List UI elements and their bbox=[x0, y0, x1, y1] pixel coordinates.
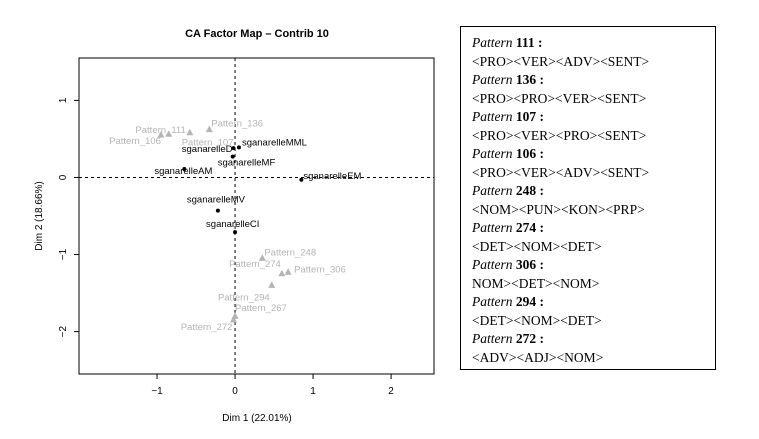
x-axis: −1 0 1 2 bbox=[151, 373, 394, 397]
author-marker bbox=[230, 154, 235, 159]
y-tick-label: −1 bbox=[58, 248, 69, 260]
legend-pattern-number: 272 : bbox=[512, 331, 544, 346]
legend-pattern-heading: Pattern 274 : bbox=[472, 219, 715, 238]
ca-factor-map: CA Factor Map – Contrib 10 −1 0 1 2 −2−101 … bbox=[34, 28, 435, 424]
legend-pattern-sequence: <NOM><PUN><KON><PRP> bbox=[472, 201, 645, 217]
legend-pattern-sequence: <PRO><VER><ADV><SENT> bbox=[472, 164, 650, 180]
pattern-marker bbox=[258, 254, 266, 261]
legend-pattern-number: 274 : bbox=[512, 220, 544, 235]
legend-pattern-word: Pattern bbox=[472, 183, 513, 198]
pattern-marker bbox=[186, 128, 194, 136]
legend-pattern-sequence: <DET><NOM><DET> bbox=[472, 312, 602, 328]
x-tick-label: 1 bbox=[310, 386, 316, 397]
y-axis: −2 −1 0 1 bbox=[58, 97, 80, 337]
author-label: sganarelleAM bbox=[154, 166, 212, 177]
legend-pattern-number: 106 : bbox=[512, 146, 544, 161]
legend-pattern-word: Pattern bbox=[472, 257, 513, 272]
legend-pattern-heading: Pattern 136 : bbox=[472, 71, 715, 90]
legend-pattern-heading: Pattern 272 : bbox=[472, 330, 715, 349]
pattern-label: Pattern_306 bbox=[294, 264, 346, 275]
legend-pattern-sequence: <PRO><VER><ADV><SENT> bbox=[472, 53, 650, 69]
pattern-label: Pattern_294 bbox=[218, 292, 270, 303]
pattern-marker bbox=[268, 281, 276, 288]
legend-pattern-number: 111 : bbox=[512, 35, 543, 50]
legend-pattern-sequence: <PRO><PRO><VER><SENT> bbox=[472, 90, 647, 106]
legend-pattern-number: 107 : bbox=[512, 109, 544, 124]
author-marker bbox=[236, 145, 241, 150]
legend-pattern-word: Pattern bbox=[472, 331, 513, 346]
legend-pattern-heading: Pattern 107 : bbox=[472, 108, 715, 127]
x-tick-label: −1 bbox=[151, 386, 163, 397]
pattern-label: Pattern_274 bbox=[229, 259, 281, 270]
pattern-label: Pattern_248 bbox=[264, 247, 316, 258]
pattern-label: Pattern_136 bbox=[211, 119, 263, 130]
legend-pattern-heading: Pattern 294 : bbox=[472, 293, 715, 312]
pattern-label: Pattern_272 bbox=[181, 322, 233, 333]
reference-lines bbox=[79, 58, 434, 374]
legend-pattern-sequence: <PRO><VER><PRO><SENT> bbox=[472, 127, 647, 143]
legend-pattern-word: Pattern bbox=[472, 72, 513, 87]
legend-pattern-word: Pattern bbox=[472, 146, 513, 161]
author-label: sganarelleMV bbox=[187, 195, 246, 206]
legend-pattern-sequence: NOM><DET><NOM> bbox=[472, 275, 600, 291]
y-tick-label: 1 bbox=[58, 97, 69, 103]
y-tick-label: 0 bbox=[58, 174, 69, 180]
x-tick-label: 0 bbox=[232, 386, 238, 397]
x-axis-label: Dim 1 (22.01%) bbox=[222, 413, 291, 424]
pattern-label: Pattern_107 bbox=[182, 137, 234, 148]
legend-pattern-sequence: <ADV><ADJ><NOM> bbox=[472, 349, 604, 365]
pattern-label: Pattern_106 bbox=[109, 136, 161, 147]
legend-pattern-number: 306 : bbox=[512, 257, 544, 272]
author-label: sganarelleMML bbox=[242, 137, 307, 148]
x-tick-label: 2 bbox=[388, 386, 394, 397]
legend-pattern-word: Pattern bbox=[472, 294, 513, 309]
legend-pattern-word: Pattern bbox=[472, 35, 513, 50]
legend-pattern-number: 248 : bbox=[512, 183, 544, 198]
legend-pattern-number: 294 : bbox=[512, 294, 544, 309]
author-marker bbox=[231, 146, 236, 151]
legend-pattern-word: Pattern bbox=[472, 109, 513, 124]
pattern-marker bbox=[278, 269, 286, 277]
author-marker bbox=[299, 177, 304, 182]
author-label: sganarelleEM bbox=[303, 171, 361, 182]
pattern-label: Pattern_111 bbox=[135, 125, 185, 136]
author-marker bbox=[182, 166, 187, 171]
pattern-marker bbox=[229, 316, 237, 323]
author-label: sganarelleCI bbox=[206, 219, 259, 230]
y-tick-label: −2 bbox=[58, 325, 69, 337]
author-label: sganarelleD bbox=[182, 144, 233, 155]
legend-pattern-heading: Pattern 111 : bbox=[472, 34, 715, 53]
legend-pattern-sequence: <DET><NOM><DET> bbox=[472, 238, 602, 254]
chart-title: CA Factor Map – Contrib 10 bbox=[185, 28, 329, 40]
author-marker bbox=[233, 230, 238, 235]
legend-pattern-heading: Pattern 248 : bbox=[472, 182, 715, 201]
pattern-marker bbox=[205, 125, 213, 133]
legend-pattern-number: 136 : bbox=[512, 72, 544, 87]
pattern-marker bbox=[165, 130, 173, 137]
pattern-label: Pattern_267 bbox=[235, 303, 287, 314]
y-axis-label: Dim 2 (18.66%) bbox=[34, 181, 45, 250]
data-points: Pattern_111 Pattern_136 Pattern_107 Pattern… bbox=[109, 119, 361, 333]
pattern-legend: Pattern 111 : <PRO><VER><ADV><SENT> Patter… bbox=[460, 26, 716, 370]
pattern-marker bbox=[284, 268, 292, 275]
legend-pattern-word: Pattern bbox=[472, 220, 513, 235]
legend-pattern-heading: Pattern 106 : bbox=[472, 145, 715, 164]
pattern-marker bbox=[157, 131, 165, 138]
plot-frame bbox=[78, 57, 435, 375]
author-label: sganarelleMF bbox=[218, 158, 276, 169]
legend-pattern-heading: Pattern 306 : bbox=[472, 256, 715, 275]
author-marker bbox=[215, 208, 220, 213]
